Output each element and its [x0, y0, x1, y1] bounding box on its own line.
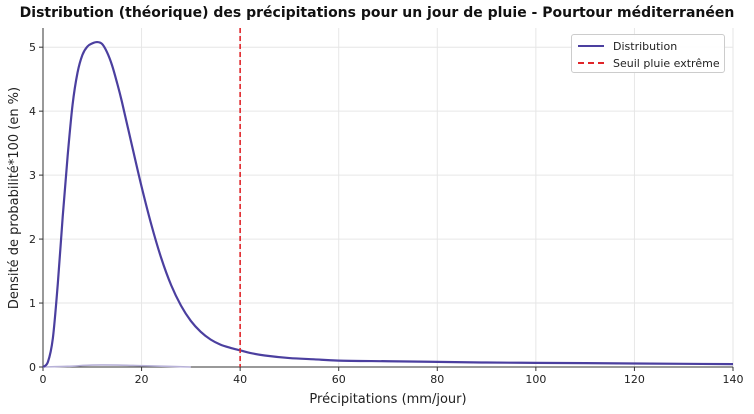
- legend: Distribution Seuil pluie extrême: [571, 34, 725, 73]
- legend-item-distribution: Distribution: [578, 38, 677, 54]
- series-line-secondary: [42, 364, 191, 368]
- legend-item-threshold: Seuil pluie extrême: [578, 55, 720, 71]
- chart-title: Distribution (théorique) des précipitati…: [19, 5, 735, 21]
- x-tick-label: 80: [430, 373, 444, 386]
- x-tick-label: 20: [135, 373, 149, 386]
- series-layer: [42, 28, 734, 368]
- y-axis-label: Densité de probabilité*100 (en %): [7, 87, 22, 309]
- x-axis-label: Précipitations (mm/jour): [309, 392, 466, 407]
- y-tick-label: 2: [29, 233, 36, 246]
- x-tick-label: 60: [332, 373, 346, 386]
- x-tick-label: 120: [624, 373, 645, 386]
- axes: [39, 28, 734, 371]
- series-line-distribution: [42, 40, 734, 368]
- x-tick-label: 0: [40, 373, 47, 386]
- legend-swatch-distribution: [578, 45, 604, 47]
- y-tick-label: 4: [29, 105, 36, 118]
- y-tick-label: 5: [29, 41, 36, 54]
- grid: [42, 28, 734, 368]
- tick-labels: 0 20 40 60 80 100 120 140 0 1 2 3 4 5: [29, 41, 744, 386]
- x-tick-label: 40: [233, 373, 247, 386]
- legend-label-threshold: Seuil pluie extrême: [613, 56, 720, 70]
- y-tick-label: 3: [29, 169, 36, 182]
- y-tick-label: 0: [29, 361, 36, 374]
- legend-label-distribution: Distribution: [613, 39, 678, 53]
- legend-swatch-threshold: [578, 62, 604, 64]
- y-tick-label: 1: [29, 297, 36, 310]
- x-tick-label: 140: [723, 373, 744, 386]
- x-tick-label: 100: [525, 373, 546, 386]
